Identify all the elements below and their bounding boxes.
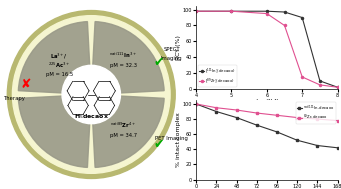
$^{nat/111}$In-decaox (295, 139, 299, 141)
$^{89}$Zr-decaox (214, 107, 218, 109)
X-axis label: -log([L]): -log([L]) (254, 99, 279, 104)
Text: pM = 34.7: pM = 34.7 (110, 133, 137, 138)
Y-axis label: RCY (%): RCY (%) (176, 35, 181, 60)
Text: La$^{3+}$/: La$^{3+}$/ (50, 52, 68, 61)
$[^{111}$In](decaox) (318, 80, 322, 82)
$[^{111}$In](decaox) (300, 16, 304, 19)
$^{nat/111}$In-decaox (336, 147, 340, 149)
Text: $^{nat/89}$Zr$^{4+}$: $^{nat/89}$Zr$^{4+}$ (110, 121, 136, 130)
$^{89}$Zr-decaox (235, 109, 239, 111)
$[^{89}$Zr](decaox) (300, 76, 304, 78)
$[^{111}$In](decaox) (229, 10, 234, 12)
$^{nat/111}$In-decaox (275, 131, 279, 133)
Text: ✘: ✘ (20, 78, 31, 91)
Line: $[^{111}$In](decaox): $[^{111}$In](decaox) (195, 10, 339, 88)
$[^{111}$In](decaox) (265, 10, 269, 12)
$[^{89}$Zr](decaox) (265, 12, 269, 15)
Text: PET Imaging: PET Imaging (155, 136, 188, 141)
Y-axis label: % intact complex: % intact complex (176, 112, 181, 167)
$^{89}$Zr-decaox (336, 119, 340, 122)
$^{89}$Zr-decaox (194, 103, 198, 105)
$^{nat/111}$In-decaox (194, 103, 198, 105)
Wedge shape (91, 94, 164, 167)
$^{89}$Zr-decaox (315, 118, 320, 120)
Line: $^{89}$Zr-decaox: $^{89}$Zr-decaox (195, 103, 339, 122)
Text: H$_5$decaox: H$_5$decaox (74, 112, 109, 121)
$[^{111}$In](decaox) (282, 11, 286, 13)
Text: SPECT: SPECT (163, 47, 180, 52)
$[^{89}$Zr](decaox) (282, 24, 286, 27)
$^{nat/111}$In-decaox (214, 110, 218, 113)
$^{89}$Zr-decaox (275, 114, 279, 116)
Line: $[^{89}$Zr](decaox): $[^{89}$Zr](decaox) (195, 10, 339, 88)
Text: $^{225}$Ac$^{3+}$: $^{225}$Ac$^{3+}$ (48, 61, 70, 70)
$[^{111}$In](decaox) (194, 10, 198, 12)
Line: $^{nat/111}$In-decaox: $^{nat/111}$In-decaox (195, 103, 339, 149)
Wedge shape (18, 22, 91, 94)
Text: $^{nat/111}$In$^{3+}$: $^{nat/111}$In$^{3+}$ (109, 50, 137, 60)
$[^{89}$Zr](decaox) (229, 10, 234, 12)
Circle shape (7, 11, 175, 178)
Legend: $[^{111}$In](decaox), $[^{89}$Zr](decaox): $[^{111}$In](decaox), $[^{89}$Zr](decaox… (198, 65, 237, 87)
$[^{89}$Zr](decaox) (336, 86, 340, 88)
Circle shape (62, 65, 120, 124)
Text: pM = 32.3: pM = 32.3 (110, 63, 137, 68)
Text: ✔: ✔ (154, 56, 164, 69)
$^{nat/111}$In-decaox (315, 144, 320, 147)
Text: ✔: ✔ (154, 138, 164, 151)
Legend: $^{nat/111}$In-decaox, $^{89}$Zr-decaox: $^{nat/111}$In-decaox, $^{89}$Zr-decaox (296, 102, 336, 124)
Wedge shape (18, 94, 91, 167)
Text: Imaging: Imaging (161, 56, 182, 60)
$^{89}$Zr-decaox (255, 112, 259, 114)
Text: pM = 16.5: pM = 16.5 (45, 72, 73, 77)
$^{nat/111}$In-decaox (255, 124, 259, 126)
$^{nat/111}$In-decaox (235, 116, 239, 119)
Circle shape (12, 16, 170, 173)
$[^{89}$Zr](decaox) (194, 10, 198, 12)
$[^{111}$In](decaox) (336, 86, 340, 88)
$[^{89}$Zr](decaox) (318, 84, 322, 86)
Wedge shape (91, 22, 164, 94)
$^{89}$Zr-decaox (295, 116, 299, 119)
Text: Therapy: Therapy (4, 96, 26, 101)
